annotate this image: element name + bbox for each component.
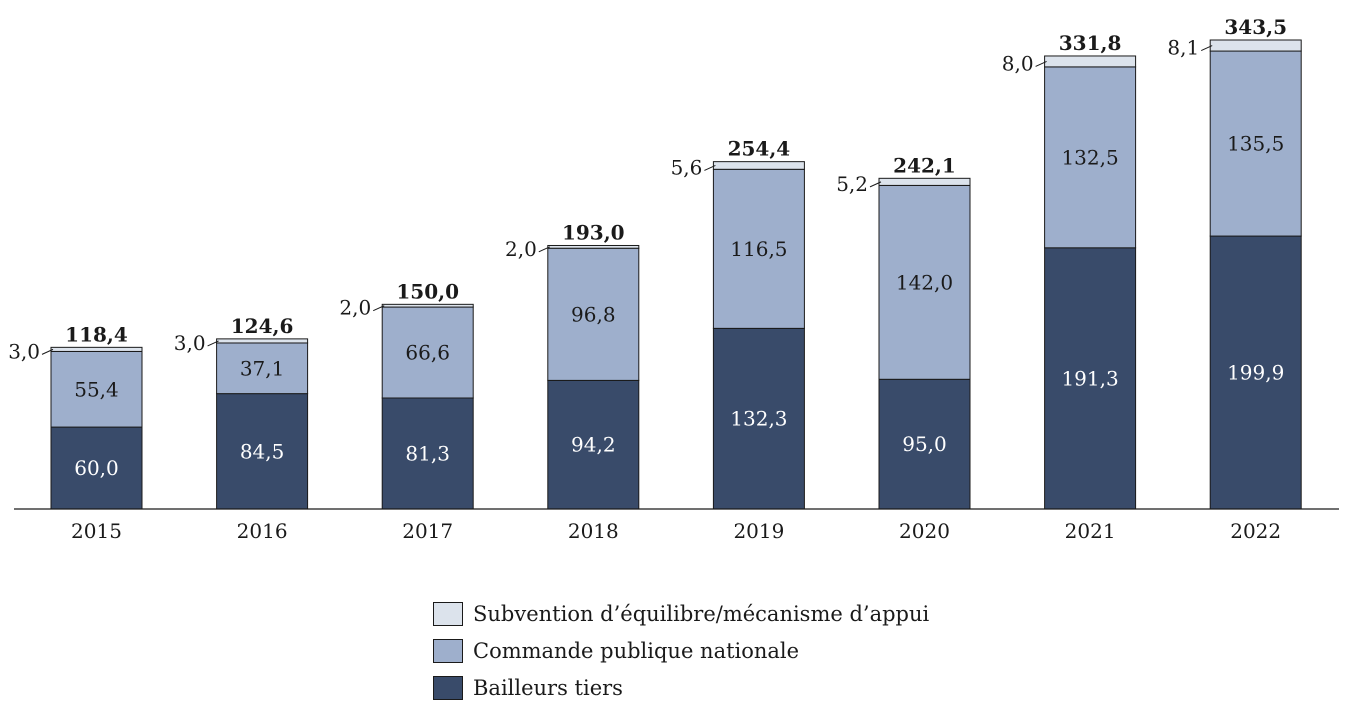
leader-line-2018 [538,246,551,253]
x-tick-label-2017: 2017 [402,519,453,543]
data-label-subvention-d-equilibre-mecanisme-d-appui-2017: 2,0 [339,296,371,320]
data-label-bailleurs-tiers-2015: 60,0 [74,456,119,480]
bar-segment-commande-publique-nationale-2021 [1044,66,1137,249]
x-tick-label-2016: 2016 [237,519,288,543]
leader-line-2022 [1200,45,1213,51]
leader-line-2016 [207,340,219,347]
total-label-2017: 150,0 [396,279,459,303]
legend-label-bailleurs-tiers: Bailleurs tiers [473,675,623,700]
total-label-2015: 118,4 [65,322,128,346]
bar-segment-bailleurs-tiers-2021 [1044,247,1137,510]
total-label-2018: 193,0 [562,220,625,244]
data-label-commande-publique-nationale-2018: 96,8 [571,302,616,326]
data-label-bailleurs-tiers-2020: 95,0 [902,432,947,456]
data-label-bailleurs-tiers-2019: 132,3 [730,407,787,431]
legend-label-subvention: Subvention d’équilibre/mécanisme d’appui [473,601,930,626]
legend-item-bailleurs-tiers: Bailleurs tiers [433,669,929,706]
data-label-subvention-d-equilibre-mecanisme-d-appui-2021: 8,0 [1002,51,1034,75]
data-label-commande-publique-nationale-2019: 116,5 [730,237,787,261]
bar-segment-subvention-d-equilibre-mecanisme-d-appui-2017 [381,303,474,308]
data-label-subvention-d-equilibre-mecanisme-d-appui-2020: 5,2 [836,172,868,196]
bar-segment-subvention-d-equilibre-mecanisme-d-appui-2018 [547,244,640,249]
x-tick-label-2022: 2022 [1230,519,1281,543]
data-label-bailleurs-tiers-2022: 199,9 [1227,361,1284,385]
x-tick-label-2021: 2021 [1065,519,1116,543]
data-label-commande-publique-nationale-2020: 142,0 [896,270,953,294]
bar-segment-commande-publique-nationale-2015 [50,350,143,428]
total-label-2021: 331,8 [1059,31,1122,55]
legend-swatch-commande-publique [433,638,463,663]
bar-segment-commande-publique-nationale-2018 [547,247,640,381]
bar-segment-bailleurs-tiers-2017 [381,397,474,510]
data-label-subvention-d-equilibre-mecanisme-d-appui-2019: 5,6 [671,155,703,179]
bar-segment-commande-publique-nationale-2016 [216,342,309,395]
bar-segment-bailleurs-tiers-2015 [50,426,143,510]
bar-segment-subvention-d-equilibre-mecanisme-d-appui-2020 [878,177,971,186]
data-label-subvention-d-equilibre-mecanisme-d-appui-2018: 2,0 [505,237,537,261]
bar-segment-subvention-d-equilibre-mecanisme-d-appui-2022 [1209,39,1302,52]
bar-segment-bailleurs-tiers-2022 [1209,235,1302,510]
bar-segment-bailleurs-tiers-2019 [712,327,805,510]
legend-swatch-bailleurs-tiers [433,675,463,700]
legend-swatch-subvention [433,601,463,626]
bar-segment-subvention-d-equilibre-mecanisme-d-appui-2019 [712,161,805,170]
data-label-bailleurs-tiers-2016: 84,5 [240,439,285,463]
x-tick-label-2019: 2019 [733,519,784,543]
bar-segment-subvention-d-equilibre-mecanisme-d-appui-2016 [216,338,309,344]
total-label-2020: 242,1 [893,153,956,177]
bar-segment-subvention-d-equilibre-mecanisme-d-appui-2021 [1044,55,1137,68]
bar-segment-commande-publique-nationale-2022 [1209,50,1302,237]
leader-line-2020 [869,181,882,188]
data-label-bailleurs-tiers-2018: 94,2 [571,433,616,457]
data-label-subvention-d-equilibre-mecanisme-d-appui-2016: 3,0 [174,331,206,355]
bar-segment-commande-publique-nationale-2020 [878,184,971,380]
data-label-commande-publique-nationale-2016: 37,1 [240,356,285,380]
leader-line-2019 [704,165,716,171]
data-label-commande-publique-nationale-2021: 132,5 [1061,145,1118,169]
total-label-2022: 343,5 [1224,15,1287,39]
leader-line-2017 [372,305,385,312]
legend-label-commande-publique: Commande publique nationale [473,638,800,663]
stacked-bar-chart: 60,0 55,4 3,0 118,4 2015 84,5 37,1 3,0 124,6 2016… [8,15,1339,543]
data-label-subvention-d-equilibre-mecanisme-d-appui-2015: 3,0 [8,339,40,363]
data-label-commande-publique-nationale-2022: 135,5 [1227,132,1284,156]
bar-segment-bailleurs-tiers-2020 [878,378,971,510]
legend-item-subvention: Subvention d’équilibre/mécanisme d’appui [433,595,929,632]
leader-line-2015 [41,348,54,355]
data-label-commande-publique-nationale-2015: 55,4 [74,377,119,401]
total-label-2016: 124,6 [231,314,294,338]
data-label-commande-publique-nationale-2017: 66,6 [405,341,450,365]
legend-item-commande-publique: Commande publique nationale [433,632,929,669]
leader-line-2021 [1035,60,1047,67]
bar-segment-commande-publique-nationale-2017 [381,306,474,399]
data-label-bailleurs-tiers-2017: 81,3 [405,441,450,465]
legend: Subvention d’équilibre/mécanisme d’appui… [433,595,929,706]
bar-segment-bailleurs-tiers-2018 [547,379,640,510]
x-tick-label-2015: 2015 [71,519,122,543]
data-label-bailleurs-tiers-2021: 191,3 [1061,366,1118,390]
x-tick-label-2018: 2018 [568,519,619,543]
data-label-subvention-d-equilibre-mecanisme-d-appui-2022: 8,1 [1167,36,1199,60]
bar-segment-subvention-d-equilibre-mecanisme-d-appui-2015 [50,346,143,352]
x-tick-label-2020: 2020 [899,519,950,543]
total-label-2019: 254,4 [728,137,791,161]
